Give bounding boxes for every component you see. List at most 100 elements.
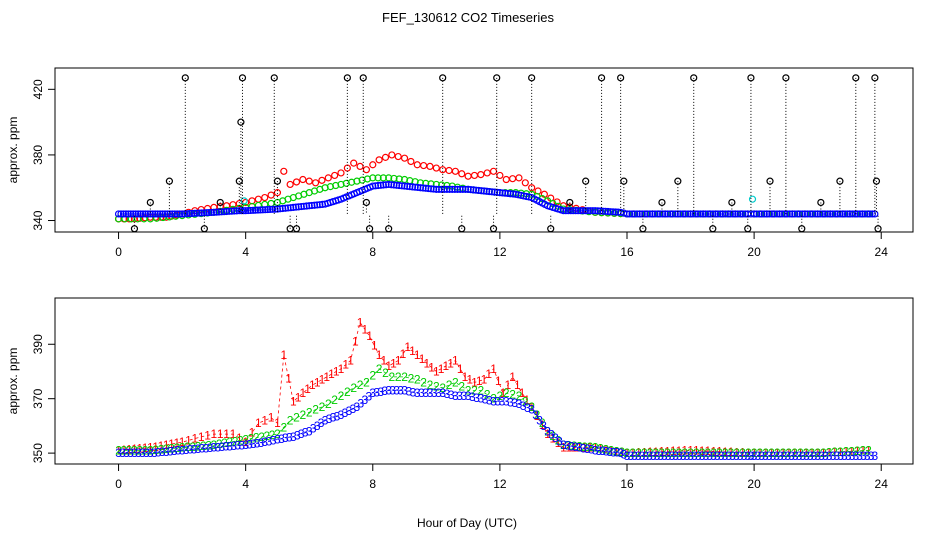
black-outlier-point <box>270 74 278 82</box>
blue-point <box>261 206 269 214</box>
blue-point <box>185 209 194 218</box>
blue-point <box>786 210 794 218</box>
series-3-marker: 3 <box>414 386 421 400</box>
series-2-marker: 2 <box>237 433 244 447</box>
red-point <box>242 198 250 207</box>
black-outlier-point <box>458 225 466 233</box>
series-2-marker: 2 <box>705 446 712 460</box>
series-2-marker: 2 <box>126 443 133 457</box>
series-1-marker: 1 <box>447 356 454 370</box>
series-3-marker: 3 <box>614 446 621 460</box>
series-2-marker: 2 <box>158 442 165 456</box>
black-outlier-point <box>798 225 806 233</box>
blue-point <box>279 204 287 213</box>
blue-point <box>669 210 677 218</box>
series-2-marker: 2 <box>484 388 491 402</box>
series-1-marker: 1 <box>319 373 326 387</box>
red-point <box>375 156 383 164</box>
series-3-marker: 3 <box>755 449 762 463</box>
blue-point <box>594 207 602 215</box>
series-3-marker: 3 <box>477 392 484 406</box>
blue-point <box>871 210 879 218</box>
blue-point <box>387 181 395 189</box>
series-3-marker: 3 <box>511 396 518 410</box>
blue-point <box>215 208 223 216</box>
blue-point <box>704 210 712 218</box>
series-3-marker: 3 <box>175 444 182 458</box>
blue-point <box>868 210 876 218</box>
blue-point <box>734 210 742 218</box>
green-point <box>369 174 377 182</box>
black-outlier-point <box>547 225 555 233</box>
red-point <box>337 169 345 177</box>
series-3-marker: 3 <box>318 416 325 430</box>
series-3-marker: 3 <box>714 449 721 463</box>
series-3-marker: 3 <box>762 449 769 463</box>
blue-point <box>259 206 267 214</box>
series-3-marker: 3 <box>461 389 468 403</box>
series-3-marker: 3 <box>744 449 751 463</box>
blue-point <box>863 210 872 218</box>
series-2-marker: 2 <box>587 440 594 454</box>
blue-point <box>451 185 459 193</box>
blue-point <box>701 210 710 218</box>
series-1-marker: 1 <box>848 444 855 458</box>
blue-point <box>569 207 577 215</box>
blue-point <box>609 208 617 216</box>
series-3-marker: 3 <box>507 395 514 409</box>
red-point <box>483 169 491 177</box>
black-outlier-point <box>871 74 879 82</box>
series-2-marker: 2 <box>860 444 867 458</box>
blue-point <box>251 206 260 214</box>
series-3-marker: 3 <box>393 384 400 398</box>
red-point <box>407 157 415 166</box>
series-3-marker: 3 <box>195 442 202 456</box>
series-3-marker: 3 <box>358 396 365 410</box>
series-2-marker: 2 <box>751 446 758 460</box>
series-1-marker: 1 <box>249 426 256 440</box>
series-3-marker: 3 <box>159 445 166 459</box>
series-3-marker: 3 <box>580 441 587 455</box>
blue-point <box>714 210 722 218</box>
series-2-line <box>118 368 869 454</box>
blue-point <box>287 204 295 212</box>
series-2-marker: 2 <box>242 433 249 447</box>
series-1-marker: 1 <box>534 409 541 423</box>
blue-point <box>719 210 727 218</box>
red-point <box>388 151 396 159</box>
series-3-marker: 3 <box>143 446 150 460</box>
blue-point <box>271 205 279 213</box>
series-1-marker: 1 <box>592 441 599 455</box>
series-3-marker: 3 <box>769 449 776 463</box>
blue-point <box>689 210 697 218</box>
series-1-marker: 1 <box>168 437 175 451</box>
black-outlier-point <box>237 118 245 126</box>
series-3-marker: 3 <box>552 431 559 445</box>
blue-point <box>814 210 822 218</box>
series-1-marker: 1 <box>268 411 275 425</box>
series-3-marker: 3 <box>822 449 829 463</box>
black-outlier-point <box>343 74 351 82</box>
blue-point <box>249 206 257 214</box>
series-2-marker: 2 <box>653 446 660 460</box>
blue-point <box>606 208 615 216</box>
black-outlier-point <box>817 198 825 207</box>
blue-point <box>424 184 432 193</box>
series-3-marker: 3 <box>427 386 434 400</box>
series-3-marker: 3 <box>691 449 698 463</box>
series-3-marker: 3 <box>564 439 571 453</box>
series-1-marker: 1 <box>152 440 159 454</box>
series-1-marker: 1 <box>843 445 850 459</box>
blue-point <box>289 203 297 211</box>
blue-point <box>305 202 313 210</box>
black-outlier-point <box>385 225 393 233</box>
series-1-marker: 1 <box>158 439 165 453</box>
blue-point <box>198 209 206 217</box>
series-3-marker: 3 <box>818 449 825 463</box>
blue-point <box>586 207 594 215</box>
series-2-marker: 2 <box>848 444 855 458</box>
series-2-marker: 2 <box>762 446 769 460</box>
series-1-marker: 1 <box>602 442 609 456</box>
series-2-marker: 2 <box>710 446 717 460</box>
